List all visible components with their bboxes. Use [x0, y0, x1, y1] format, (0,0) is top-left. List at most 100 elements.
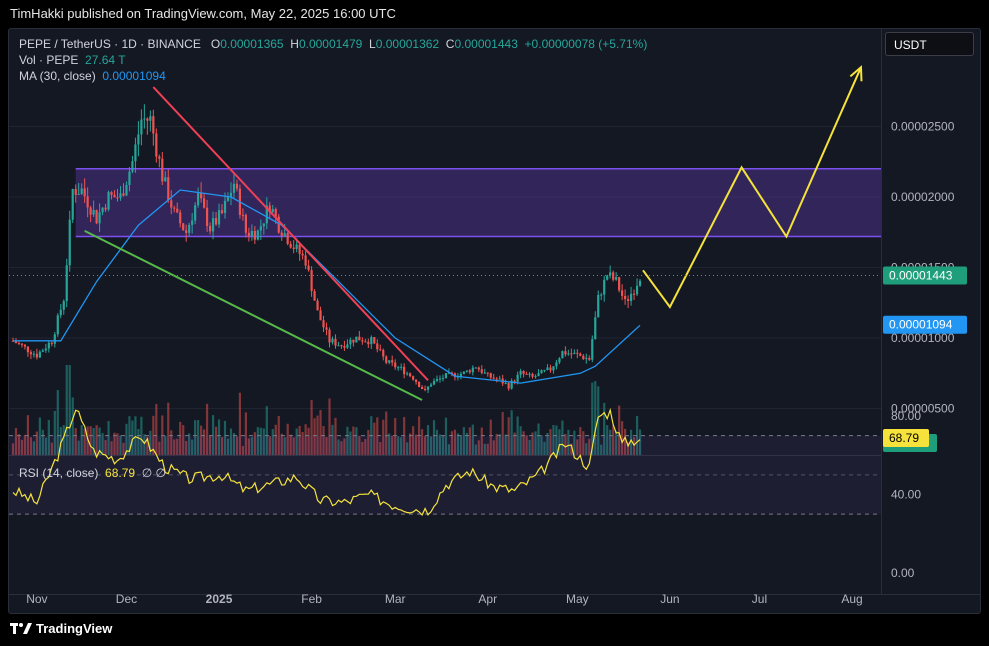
candle-body	[92, 209, 95, 215]
chart-frame[interactable]: 0.000025000.000020000.000015000.00001000…	[8, 28, 981, 614]
volume-bar	[80, 425, 83, 455]
candle-body	[41, 350, 44, 352]
candle-body	[128, 171, 131, 186]
high-value: 0.00001479	[298, 37, 363, 51]
volume-bar	[540, 435, 543, 455]
x-tick-label: 2025	[206, 592, 233, 606]
volume-bar	[26, 415, 30, 455]
price-chart[interactable]: 0.000025000.000020000.000015000.00001000…	[9, 29, 980, 613]
candle-body	[110, 192, 113, 195]
volume-bar	[606, 425, 609, 455]
volume-bar	[298, 425, 301, 455]
volume-bar	[110, 441, 113, 455]
volume-bar	[426, 425, 430, 455]
candle-body	[397, 367, 400, 369]
volume-bar	[223, 420, 227, 455]
currency-button[interactable]: USDT	[885, 32, 974, 56]
volume-bar	[561, 420, 564, 455]
volume-bar	[65, 365, 68, 455]
candle-body	[462, 371, 465, 374]
candle-body	[364, 341, 367, 343]
volume-bar	[143, 434, 146, 455]
volume-bar	[256, 427, 259, 455]
candle-body	[361, 340, 364, 342]
candle-body	[149, 116, 152, 121]
volume-bar	[313, 418, 316, 455]
candle-body	[391, 360, 394, 363]
volume-bar	[182, 425, 185, 455]
candle-body	[585, 357, 588, 360]
candle-body	[185, 230, 188, 233]
x-tick-label: Mar	[385, 592, 406, 606]
rsi-label[interactable]: RSI (14, close)	[19, 466, 99, 480]
candle-body	[77, 193, 80, 195]
volume-label[interactable]: Vol · PEPE	[19, 53, 79, 67]
volume-bar	[480, 427, 483, 455]
candle-body	[104, 207, 107, 210]
volume-bar	[450, 431, 454, 455]
red-trendline	[152, 86, 429, 381]
volume-bar	[635, 416, 639, 455]
candle-body	[435, 379, 439, 381]
candle-body	[205, 207, 209, 226]
volume-bar	[438, 434, 442, 455]
candle-body	[158, 156, 161, 159]
volume-bar	[600, 444, 603, 455]
candle-body	[325, 327, 328, 330]
publish-info: TimHakki published on TradingView.com, M…	[10, 6, 396, 21]
candle-body	[74, 189, 77, 195]
volume-bar	[474, 444, 477, 455]
candle-body	[417, 381, 421, 387]
candle-body	[635, 285, 639, 295]
candle-body	[35, 353, 38, 358]
candle-body	[217, 210, 221, 225]
candle-body	[456, 376, 460, 378]
volume-bar	[516, 416, 519, 455]
volume-bar	[83, 428, 86, 455]
volume-bar	[155, 403, 158, 455]
x-tick-label: Apr	[478, 592, 497, 606]
candle-body	[516, 374, 519, 382]
volume-bar	[397, 436, 400, 455]
volume-bar	[268, 436, 271, 455]
candle-body	[638, 280, 642, 286]
candle-body	[459, 373, 462, 377]
volume-bar	[549, 429, 552, 455]
candle-body	[468, 370, 471, 373]
volume-bar	[594, 381, 597, 455]
volume-bar	[570, 443, 573, 455]
symbol-name[interactable]: PEPE / TetherUS · 1D · BINANCE	[19, 37, 201, 51]
candle-body	[519, 370, 522, 375]
volume-bar	[217, 419, 221, 455]
volume-bar	[140, 416, 143, 455]
volume-bar	[56, 390, 59, 455]
tradingview-logo[interactable]: TradingView	[10, 621, 112, 636]
candle-body	[400, 366, 403, 368]
volume-bar	[552, 424, 555, 455]
volume-bar	[621, 421, 624, 455]
candle-body	[447, 372, 451, 374]
candle-body	[510, 380, 513, 389]
candle-body	[191, 220, 194, 225]
candle-body	[504, 383, 507, 385]
volume-bar	[286, 423, 289, 455]
volume-bar	[331, 424, 334, 455]
volume-bar	[295, 428, 298, 455]
candle-body	[176, 208, 179, 213]
volume-bar	[292, 437, 295, 455]
volume-bar	[615, 430, 618, 455]
candle-body	[337, 345, 340, 347]
volume-bar	[543, 441, 546, 455]
ma-label[interactable]: MA (30, close)	[19, 69, 96, 83]
candle-body	[406, 373, 409, 375]
candle-body	[340, 345, 343, 347]
volume-bar	[191, 439, 194, 455]
volume-bar	[573, 430, 576, 455]
volume-bar	[122, 442, 125, 455]
ma-legend: MA (30, close) 0.00001094	[19, 69, 166, 83]
volume-bar	[465, 432, 468, 455]
candle-body	[220, 210, 224, 214]
x-tick-label: Jun	[660, 592, 679, 606]
open-label: O	[210, 37, 221, 51]
low-value: 0.00001362	[375, 37, 440, 51]
